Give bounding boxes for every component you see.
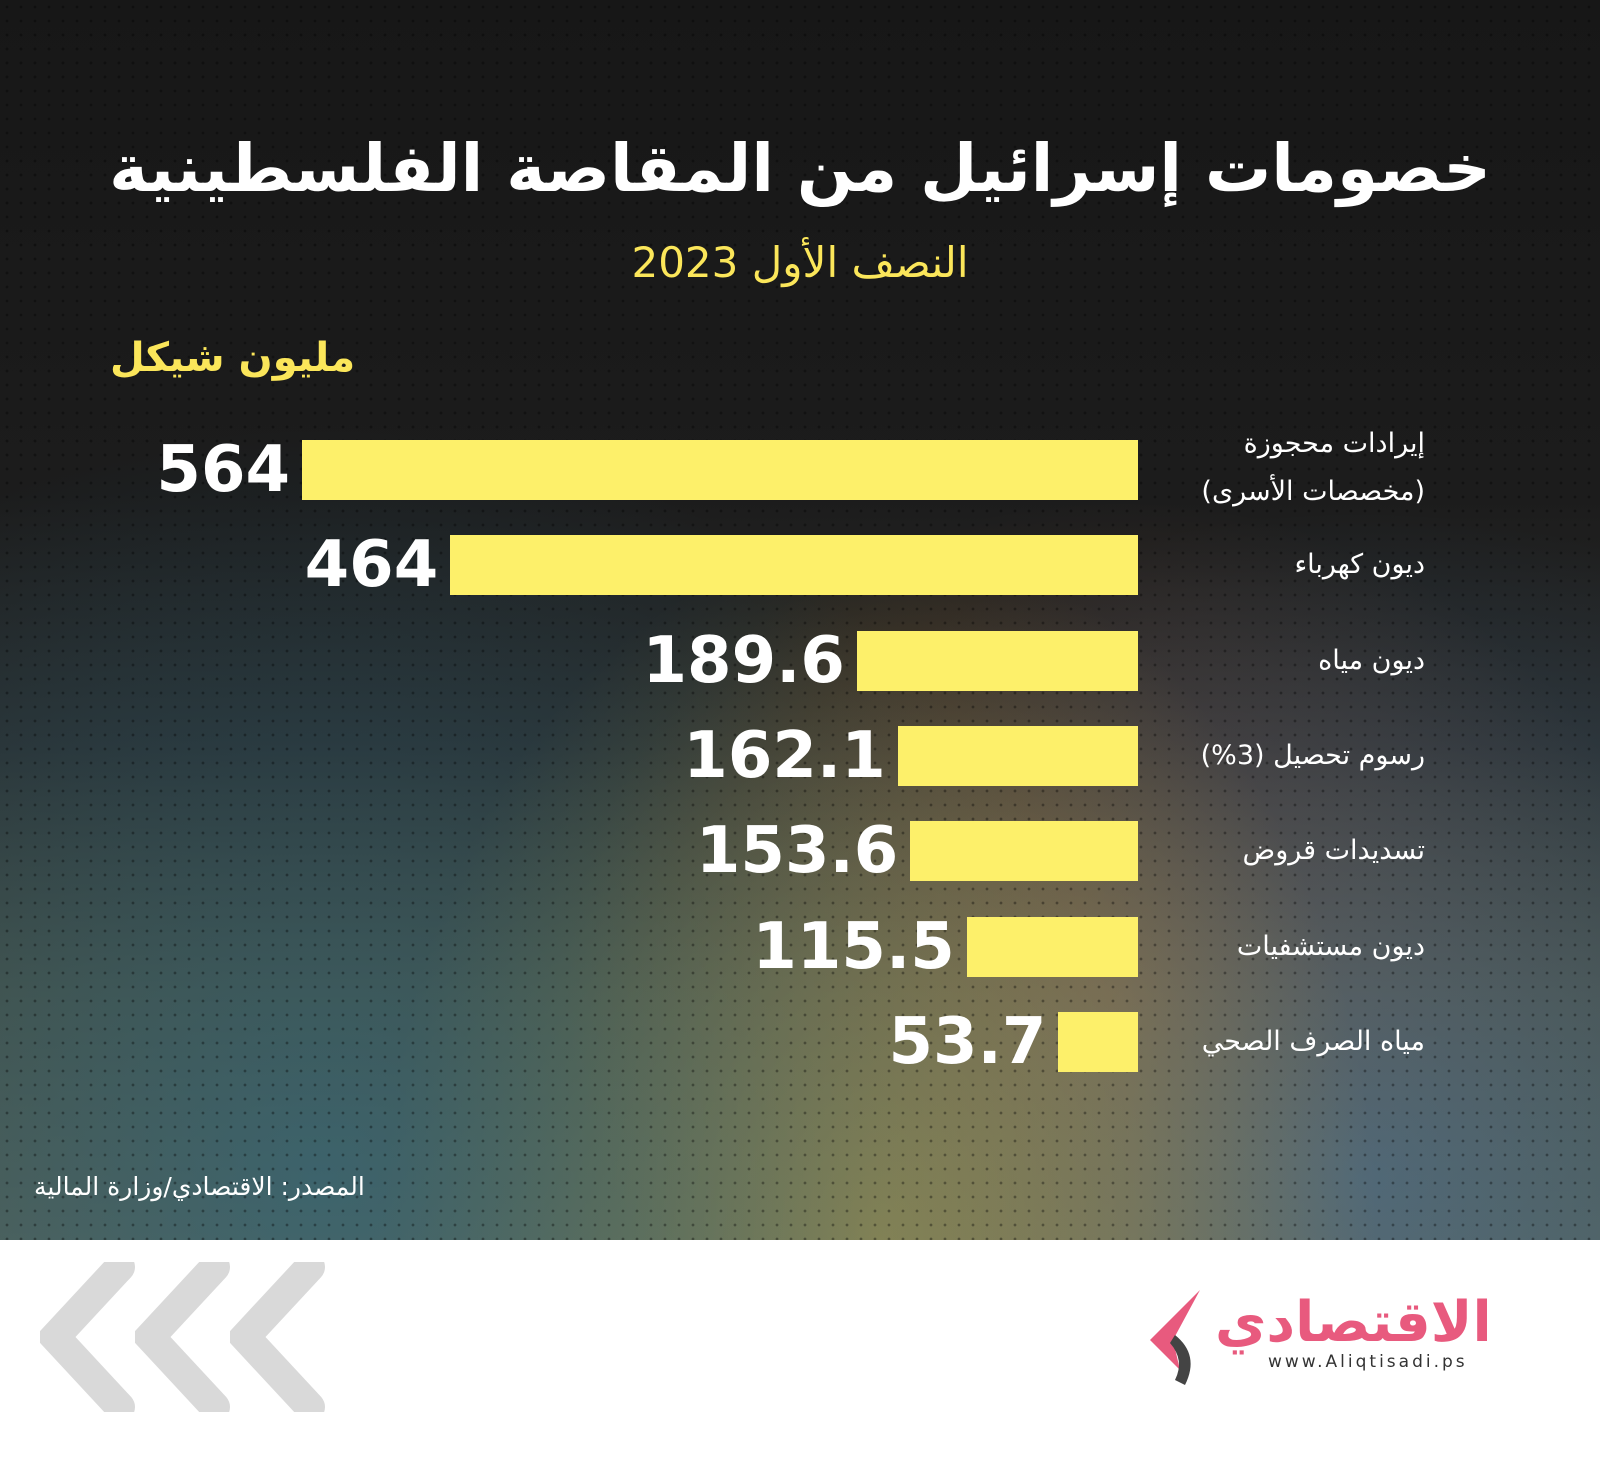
chevron-left-icon [135, 1262, 230, 1412]
bar [897, 725, 1138, 786]
data-label: 189.6 [642, 623, 845, 698]
chart-title: خصومات إسرائيل من المقاصة الفلسطينية [109, 130, 1491, 207]
brand-logo-text: الاقتصادي [1215, 1290, 1492, 1355]
brand-logo-icon [1150, 1290, 1200, 1385]
category-label: إيرادات محجوزة (مخصصات الأسرى) [1201, 428, 1425, 507]
data-label: 115.5 [752, 909, 955, 984]
chevron-left-icon [40, 1262, 135, 1412]
data-label: 162.1 [683, 718, 886, 793]
bar [1058, 1011, 1138, 1072]
brand-url[interactable]: www.Aliqtisadi.ps [1268, 1352, 1468, 1372]
unit-label: مليون شيكل [110, 335, 356, 381]
category-label: ديون مياه [1318, 644, 1425, 676]
chevron-left-icon [230, 1262, 325, 1412]
bar [450, 535, 1138, 596]
data-label: 564 [156, 433, 290, 507]
data-label: 53.7 [888, 1004, 1047, 1079]
infographic-poster: خصومات إسرائيل من المقاصة الفلسطينية الن… [0, 0, 1600, 1240]
bar-chart: 564 إيرادات محجوزة (مخصصات الأسرى) 464 ديون… [156, 428, 1425, 1079]
bar [302, 440, 1138, 500]
data-label: 153.6 [695, 814, 899, 889]
bar [910, 821, 1138, 882]
source-note: المصدر: الاقتصادي/وزارة المالية [34, 1172, 365, 1201]
category-label: ديون كهرباء [1294, 549, 1425, 581]
data-label: 464 [304, 528, 439, 603]
category-label: ديون مستشفيات [1236, 930, 1425, 962]
bar [856, 630, 1138, 691]
category-label: تسديدات قروض [1242, 835, 1425, 867]
bar [966, 916, 1138, 977]
category-label: رسوم تحصيل (3%) [1200, 739, 1425, 771]
chart-subtitle: النصف الأول 2023 [631, 238, 969, 287]
category-label: مياه الصرف الصحي [1201, 1025, 1425, 1057]
